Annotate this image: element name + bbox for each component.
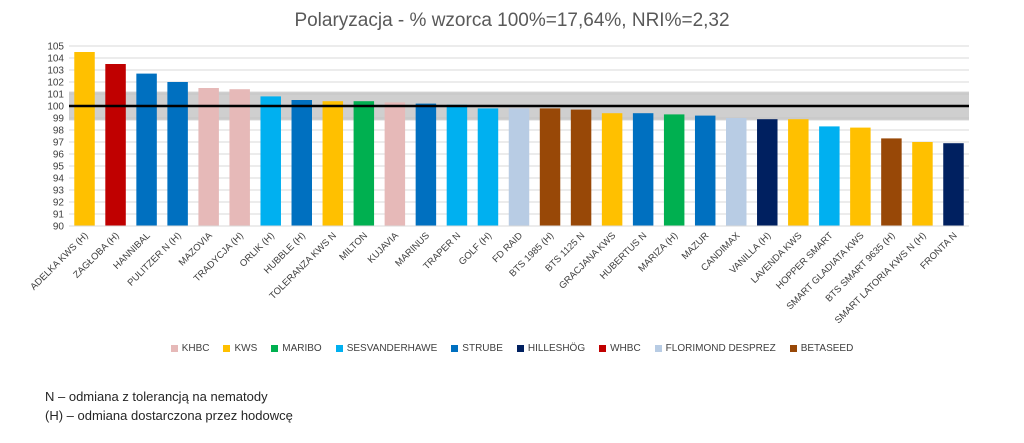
y-tick-label: 94 bbox=[53, 174, 65, 185]
footnotes: N – odmiana z tolerancją na nematody (H)… bbox=[45, 387, 293, 425]
bar bbox=[322, 101, 344, 226]
bar bbox=[632, 113, 654, 226]
bar bbox=[105, 64, 126, 226]
legend-swatch bbox=[654, 345, 662, 352]
legend-item: SESVANDERHAWE bbox=[335, 343, 438, 354]
legend-label: WHBC bbox=[610, 343, 641, 354]
legend-item: BETASEED bbox=[789, 343, 854, 354]
x-tick-label: GRACJANA KWS bbox=[557, 230, 618, 291]
y-tick-label: 105 bbox=[47, 42, 64, 53]
legend-label: KWS bbox=[234, 343, 258, 354]
legend-swatch bbox=[223, 345, 231, 352]
legend-label: FLORIMOND DESPREZ bbox=[665, 343, 776, 354]
legend-item: STRUBE bbox=[451, 343, 503, 354]
legend-swatch bbox=[335, 345, 343, 352]
x-tick-label: GOLF (H) bbox=[457, 230, 494, 267]
y-tick-label: 97 bbox=[53, 138, 65, 149]
bar bbox=[912, 142, 933, 226]
y-tick-label: 103 bbox=[47, 66, 64, 77]
bar bbox=[136, 73, 157, 226]
legend-swatch bbox=[451, 345, 459, 352]
legend-label: SESVANDERHAWE bbox=[346, 343, 438, 354]
x-axis: ADELKA KWS (H)ZAGŁOBA (H)HANNIBALPULITZE… bbox=[28, 225, 969, 326]
legend-item: KWS bbox=[223, 343, 257, 354]
legend: KHBC KWS MARIBO SESVANDERHAWE STRUBE HILLESHÖ… bbox=[0, 343, 1024, 354]
y-tick-label: 91 bbox=[53, 210, 65, 221]
legend-label: BETASEED bbox=[800, 343, 854, 354]
legend-label: KHBC bbox=[181, 343, 210, 354]
legend-swatch bbox=[789, 345, 797, 352]
y-tick-label: 93 bbox=[53, 186, 65, 197]
bar bbox=[601, 113, 623, 226]
y-tick-label: 101 bbox=[47, 90, 64, 101]
bar bbox=[167, 82, 188, 226]
legend-item: MARIBO bbox=[271, 343, 322, 354]
bar bbox=[508, 108, 530, 226]
note-breeder: (H) – odmiana dostarczona przez hodowcę bbox=[45, 408, 293, 423]
bar bbox=[291, 100, 312, 226]
bar bbox=[943, 143, 964, 226]
legend-item: KHBC bbox=[170, 343, 210, 354]
legend-swatch bbox=[516, 345, 524, 352]
y-tick-label: 104 bbox=[47, 54, 64, 65]
legend-swatch bbox=[170, 345, 178, 352]
bars bbox=[74, 52, 964, 227]
y-tick-label: 99 bbox=[53, 114, 65, 125]
legend-label: STRUBE bbox=[462, 343, 503, 354]
bar bbox=[788, 119, 809, 226]
bar bbox=[260, 96, 281, 227]
note-nematode: N – odmiana z tolerancją na nematody bbox=[45, 389, 268, 404]
bar bbox=[384, 102, 406, 226]
bar bbox=[446, 104, 468, 226]
bar bbox=[198, 88, 219, 226]
legend-item: WHBC bbox=[599, 343, 641, 354]
y-tick-label: 98 bbox=[53, 126, 65, 137]
bar bbox=[850, 127, 871, 226]
legend-swatch bbox=[599, 345, 607, 352]
y-tick-label: 92 bbox=[53, 198, 65, 209]
bar bbox=[663, 114, 685, 226]
legend-item: HILLESHÖG bbox=[516, 343, 586, 354]
y-tick-label: 100 bbox=[47, 102, 64, 113]
x-tick-label: ADELKA KWS (H) bbox=[28, 230, 90, 292]
bar bbox=[415, 103, 437, 226]
y-tick-label: 102 bbox=[47, 78, 64, 89]
bar bbox=[539, 108, 561, 226]
y-tick-label: 95 bbox=[53, 162, 65, 173]
chart-title: Polaryzacja - % wzorca 100%=17,64%, NRI%… bbox=[294, 10, 730, 31]
legend-swatch bbox=[271, 345, 279, 352]
x-tick-label: PULITZER N (H) bbox=[126, 230, 184, 288]
y-tick-label: 90 bbox=[53, 222, 65, 233]
bar bbox=[726, 118, 747, 226]
y-tick-label: 96 bbox=[53, 150, 65, 161]
x-tick-label: HOPPER SMART bbox=[774, 230, 836, 292]
bar bbox=[694, 115, 716, 226]
bar bbox=[757, 119, 778, 226]
bar bbox=[229, 89, 250, 226]
legend-label: HILLESHÖG bbox=[527, 343, 586, 354]
bar bbox=[570, 109, 592, 226]
legend-item: FLORIMOND DESPREZ bbox=[654, 343, 776, 354]
bar bbox=[881, 138, 902, 226]
bar bbox=[353, 101, 375, 226]
legend-label: MARIBO bbox=[282, 343, 322, 354]
bar bbox=[74, 52, 95, 226]
bar bbox=[477, 108, 499, 226]
bar bbox=[819, 126, 840, 226]
